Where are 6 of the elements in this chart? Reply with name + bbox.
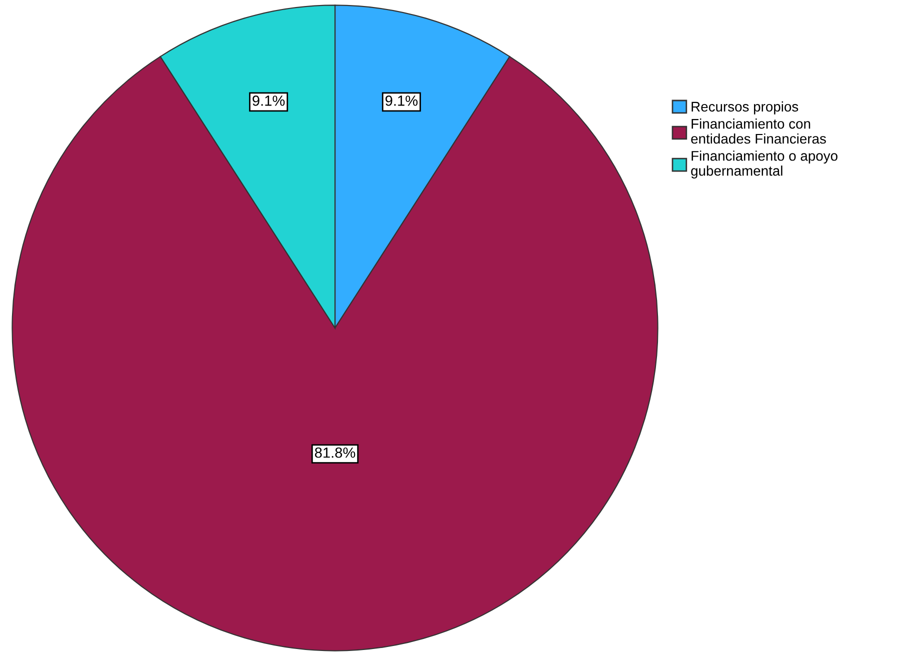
legend-label: Financiamiento o apoyo gubernamental (691, 150, 838, 178)
data-label: 9.1% (252, 96, 285, 106)
legend-label: Financiamiento con entidades Financieras (691, 118, 826, 144)
data-label: 9.1% (386, 96, 418, 106)
data-label: 81.8% (314, 447, 356, 458)
legend-label: Recursos propios (692, 101, 798, 114)
